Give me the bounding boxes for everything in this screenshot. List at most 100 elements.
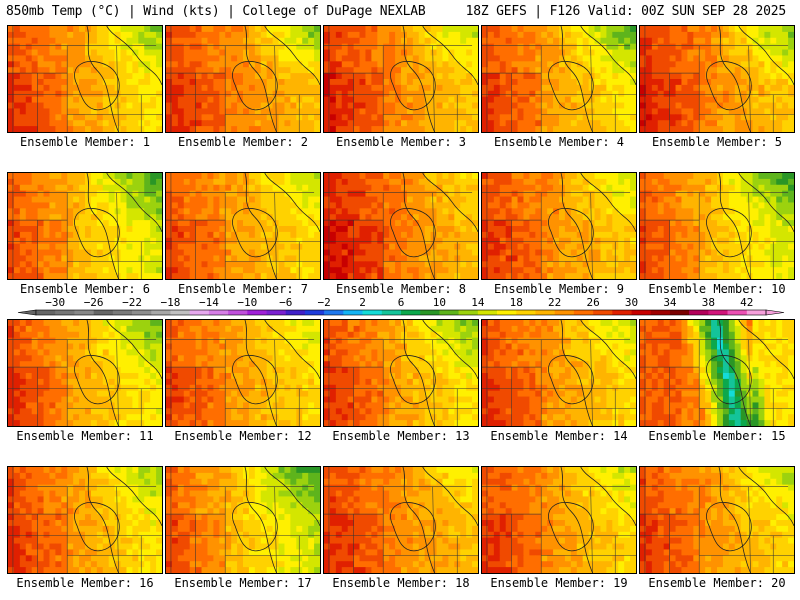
temperature-field: [8, 467, 162, 573]
temperature-field: [482, 320, 636, 426]
temperature-field: [166, 26, 320, 132]
ensemble-member-label: Ensemble Member: 5: [651, 135, 783, 149]
colorbar-tick-label: 14: [471, 296, 485, 309]
ensemble-member-map: [7, 466, 163, 574]
colorbar-bin: [266, 310, 287, 315]
ensemble-member-label: Ensemble Member: 12: [174, 429, 312, 443]
colorbar-bin: [228, 310, 248, 315]
colorbar-bin: [420, 310, 440, 315]
colorbar-bin: [74, 310, 94, 315]
ensemble-member-label: Ensemble Member: 19: [490, 576, 628, 590]
ensemble-member-map: [639, 172, 795, 280]
colorbar-bin: [439, 310, 459, 315]
ensemble-member-label: Ensemble Member: 7: [177, 282, 309, 296]
temperature-field: [8, 320, 162, 426]
colorbar-graphic: [17, 309, 785, 316]
colorbar-bin: [458, 310, 479, 315]
ensemble-member-label: Ensemble Member: 2: [177, 135, 309, 149]
temperature-field: [482, 173, 636, 279]
ensemble-member-map: [481, 466, 637, 574]
temperature-field: [640, 173, 794, 279]
ensemble-member-map: [481, 25, 637, 133]
colorbar-bin: [516, 310, 536, 315]
colorbar-tick-label: −10: [237, 296, 258, 309]
colorbar-bin: [247, 310, 267, 315]
colorbar-bin: [304, 310, 325, 315]
colorbar-bin: [324, 310, 344, 315]
ensemble-member-map: [481, 172, 637, 280]
colorbar-tick-label: 18: [509, 296, 523, 309]
ensemble-member-map: [165, 25, 321, 133]
temperature-field: [8, 26, 162, 132]
ensemble-member-map: [7, 25, 163, 133]
ensemble-member-label: Ensemble Member: 9: [493, 282, 625, 296]
ensemble-member-map: [7, 172, 163, 280]
colorbar-bin: [612, 310, 632, 315]
ensemble-member-label: Ensemble Member: 16: [16, 576, 154, 590]
colorbar-bin: [381, 310, 402, 315]
colorbar-bin: [401, 310, 421, 315]
temperature-field: [8, 173, 162, 279]
colorbar-bin: [189, 310, 210, 315]
temperature-field: [324, 173, 478, 279]
colorbar-tick-label: 10: [432, 296, 447, 309]
colorbar-bin: [208, 310, 229, 315]
temperature-field: [482, 467, 636, 573]
ensemble-member-label: Ensemble Member: 17: [174, 576, 312, 590]
colorbar-tick-label: −6: [279, 296, 293, 309]
colorbar-bin: [497, 310, 517, 315]
colorbar-tick-label: −30: [45, 296, 66, 309]
colorbar-bin: [535, 310, 555, 315]
colorbar-bin: [343, 310, 363, 315]
temperature-field: [166, 320, 320, 426]
ensemble-member-label: Ensemble Member: 8: [335, 282, 467, 296]
colorbar-tick-label: −14: [198, 296, 219, 309]
ensemble-member-label: Ensemble Member: 10: [648, 282, 786, 296]
ensemble-member-map: [323, 466, 479, 574]
colorbar-bin: [151, 310, 171, 315]
colorbar-tick-label: −2: [317, 296, 331, 309]
colorbar-max-arrow: [765, 309, 785, 316]
ensemble-member-map: [165, 319, 321, 427]
colorbar-tick-label: 26: [586, 296, 600, 309]
temperature-field: [640, 320, 794, 426]
colorbar-bin: [669, 310, 690, 315]
ensemble-member-label: Ensemble Member: 20: [648, 576, 786, 590]
colorbar-bin: [650, 310, 671, 315]
colorbar-tick-label: 30: [624, 296, 639, 309]
run-valid-time: 18Z GEFS | F126 Valid: 00Z SUN SEP 28 20…: [465, 4, 787, 19]
colorbar-bin: [132, 310, 152, 315]
colorbar-bin: [477, 310, 498, 315]
temperature-field: [166, 173, 320, 279]
colorbar-bin: [727, 310, 748, 315]
temperature-field: [482, 26, 636, 132]
ensemble-member-label: Ensemble Member: 14: [490, 429, 628, 443]
colorbar-tick-label: 6: [397, 296, 405, 309]
ensemble-member-label: Ensemble Member: 18: [332, 576, 470, 590]
colorbar-min-arrow: [17, 309, 37, 316]
colorbar-bin: [708, 310, 728, 315]
colorbar-tick-label: 2: [359, 296, 366, 309]
colorbar-bin: [746, 310, 767, 315]
ensemble-member-map: [639, 466, 795, 574]
ensemble-member-map: [323, 172, 479, 280]
ensemble-member-map: [639, 319, 795, 427]
temperature-field: [640, 467, 794, 573]
ensemble-member-map: [165, 172, 321, 280]
temperature-field: [640, 26, 794, 132]
temperature-colorbar: −30 −26 −22 −18 −14 −10 −6 −2 2 6 10 14 18 22 26 30 34 38…: [0, 296, 800, 320]
colorbar-bin: [36, 310, 56, 315]
colorbar-tick-label: −26: [83, 296, 104, 309]
colorbar-bin: [573, 310, 594, 315]
colorbar-bin: [55, 310, 75, 315]
temperature-field: [166, 467, 320, 573]
colorbar-tick-label: −22: [122, 296, 142, 309]
ensemble-member-label: Ensemble Member: 4: [493, 135, 625, 149]
temperature-field: [324, 320, 478, 426]
ensemble-member-label: Ensemble Member: 15: [648, 429, 786, 443]
colorbar-tick-label: 38: [701, 296, 715, 309]
ensemble-member-label: Ensemble Member: 3: [335, 135, 467, 149]
ensemble-member-label: Ensemble Member: 11: [16, 429, 154, 443]
colorbar-bin: [362, 310, 383, 315]
ensemble-member-map: [7, 319, 163, 427]
